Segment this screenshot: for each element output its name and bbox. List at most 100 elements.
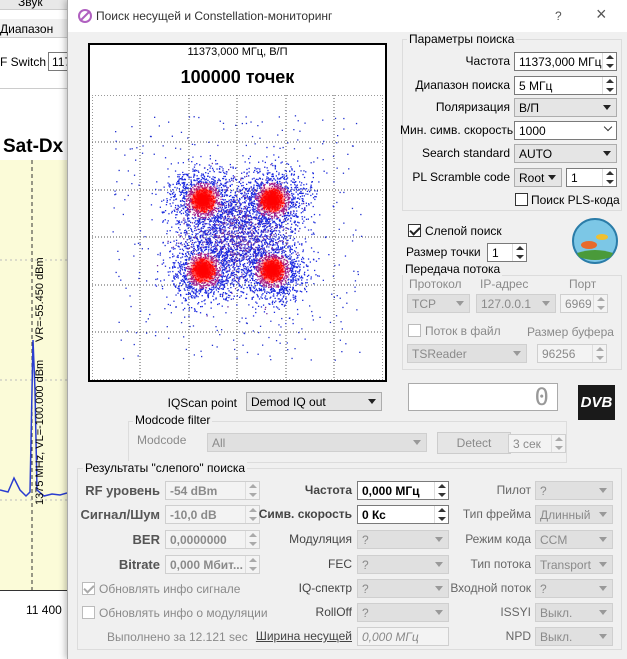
- dropdown[interactable]: CCM: [535, 530, 613, 549]
- stream-group: [402, 275, 622, 370]
- dropdown[interactable]: ?: [357, 555, 449, 574]
- spin-box[interactable]: 0,000 Мбит...: [165, 555, 260, 574]
- spin-box[interactable]: -54 dBm: [165, 481, 260, 500]
- dropdown[interactable]: AUTO: [514, 144, 617, 163]
- detect-button[interactable]: Detect: [437, 432, 511, 454]
- control-arrow: [435, 586, 443, 591]
- control-arrow: [599, 537, 607, 542]
- control-arrow: [542, 301, 550, 306]
- control-value: Выкл.: [540, 606, 573, 620]
- close-button[interactable]: ×: [596, 4, 607, 24]
- control-arrow: [435, 610, 443, 615]
- dropdown[interactable]: Transport: [535, 555, 613, 574]
- tab[interactable]: Диапазон: [0, 22, 54, 36]
- spin-box[interactable]: 0,0000000: [165, 530, 260, 549]
- control-arrow: [435, 537, 443, 542]
- control-value: 127.0.0.1: [481, 297, 532, 311]
- pls-checkbox[interactable]: [515, 193, 528, 206]
- control-arrow: [599, 586, 607, 591]
- control-arrow: [245, 556, 259, 573]
- spin-box[interactable]: 0 Кс: [357, 505, 449, 524]
- control-value: Root: [519, 171, 545, 185]
- dropdown[interactable]: ?: [357, 530, 449, 549]
- control-value: 0,0000000: [170, 533, 227, 547]
- results-group: [77, 468, 622, 650]
- modcode-group: [128, 421, 567, 463]
- protocol-label: Протокол: [409, 277, 462, 291]
- label: NPD: [505, 629, 531, 643]
- control-arrow: [603, 122, 613, 132]
- group-title: Передача потока: [403, 262, 503, 276]
- dropdown[interactable]: ?: [535, 481, 613, 500]
- dropdown[interactable]: ?: [357, 579, 449, 598]
- control-value: ?: [362, 558, 369, 572]
- control-arrow: [602, 77, 616, 94]
- control-value: CCM: [540, 533, 568, 547]
- control-value: ?: [540, 484, 547, 498]
- control-value: 0,000 МГц: [362, 484, 420, 498]
- label: FEC: [328, 557, 352, 571]
- spin-box[interactable]: 3 сек: [508, 434, 566, 453]
- to-file-checkbox[interactable]: [408, 324, 421, 337]
- control-arrow: [603, 105, 611, 110]
- switch-field[interactable]: 117: [48, 52, 71, 71]
- combo-box[interactable]: 1000: [514, 121, 617, 140]
- dropdown[interactable]: TSReader: [407, 344, 527, 363]
- spin-box[interactable]: 96256: [537, 344, 607, 363]
- blind-search-label: Слепой поиск: [425, 224, 502, 238]
- label: RF уровень: [85, 483, 160, 498]
- spin-box[interactable]: 1: [487, 243, 527, 262]
- spin-box[interactable]: 6969: [560, 294, 608, 313]
- dropdown[interactable]: TCP: [407, 294, 470, 313]
- app-icon: [78, 9, 92, 23]
- constellation-plot: [92, 95, 383, 380]
- blind-search-checkbox[interactable]: [408, 224, 421, 237]
- label: Search standard: [421, 146, 510, 160]
- label: Поляризация: [435, 100, 510, 114]
- dropdown[interactable]: Root: [514, 168, 562, 187]
- label: Модуляция: [289, 532, 352, 546]
- control-value: Transport: [540, 558, 591, 572]
- spin-box[interactable]: 5 МГц: [514, 76, 617, 95]
- control-arrow: [599, 610, 607, 615]
- spin-box[interactable]: 1: [566, 168, 617, 187]
- spin-box[interactable]: 0,000 МГц: [357, 627, 449, 646]
- spin-box[interactable]: 11373,000 МГц: [514, 52, 617, 71]
- update-signal-checkbox[interactable]: [82, 582, 95, 595]
- control-value: 1: [571, 171, 578, 185]
- group-title: Параметры поиска: [407, 32, 517, 46]
- iqscan-label: IQScan point: [167, 396, 237, 410]
- modcode-label: Modcode: [137, 433, 187, 447]
- control-value: TCP: [412, 297, 436, 311]
- dropdown[interactable]: В/П: [514, 98, 617, 117]
- label: Режим кода: [465, 532, 531, 546]
- dropdown[interactable]: 127.0.0.1: [476, 294, 556, 313]
- menu-item[interactable]: Звук: [18, 0, 43, 9]
- control-value: Выкл.: [540, 630, 573, 644]
- dropdown[interactable]: Выкл.: [535, 627, 613, 646]
- label: ISSYI: [500, 605, 531, 619]
- constellation-frequency: 11373,000 МГц, В/П: [187, 46, 288, 58]
- dropdown[interactable]: Demod IQ out: [246, 392, 382, 411]
- label: PL Scramble code: [412, 170, 510, 184]
- logo-icon: [572, 218, 618, 264]
- dropdown[interactable]: Длинный: [535, 505, 613, 524]
- control-value: ?: [540, 582, 547, 596]
- dropdown[interactable]: ?: [357, 603, 449, 622]
- help-button[interactable]: ?: [555, 9, 562, 23]
- control-arrow: [512, 244, 526, 261]
- label: RollOff: [315, 605, 352, 619]
- spin-box[interactable]: -10,0 dB: [165, 505, 260, 524]
- dropdown[interactable]: All: [207, 433, 427, 452]
- control-arrow: [599, 634, 607, 639]
- update-modulation-checkbox[interactable]: [82, 606, 95, 619]
- dropdown[interactable]: ?: [535, 579, 613, 598]
- control-value: 3 сек: [513, 437, 541, 451]
- spin-box[interactable]: 0,000 МГц: [357, 481, 449, 500]
- to-file-label: Поток в файл: [425, 324, 501, 338]
- label: BER: [132, 532, 160, 547]
- control-value: ?: [362, 606, 369, 620]
- control-value: Demod IQ out: [251, 395, 326, 409]
- dropdown[interactable]: Выкл.: [535, 603, 613, 622]
